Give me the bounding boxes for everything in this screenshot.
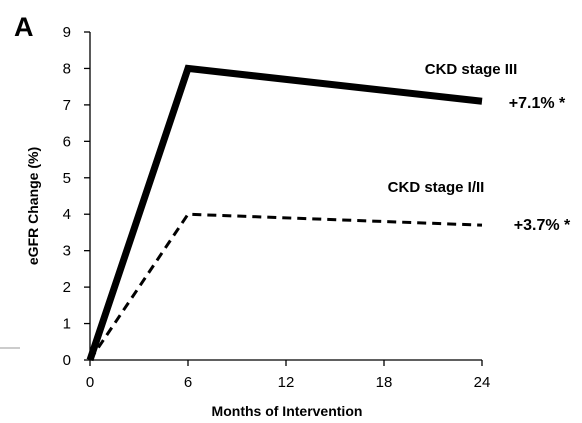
- y-tick-label: 2: [63, 279, 71, 296]
- series-line: [86, 64, 483, 362]
- y-tick-label: 3: [63, 243, 71, 260]
- x-axis-title: Months of Intervention: [212, 403, 363, 419]
- x-tick-label: 6: [184, 374, 192, 391]
- series-line: [88, 212, 483, 361]
- series-label: CKD stage III: [425, 61, 518, 78]
- x-tick-label: 12: [278, 374, 295, 391]
- y-axis-title: eGFR Change (%): [25, 147, 41, 265]
- y-tick-label: 0: [63, 352, 71, 369]
- y-tick-label: 9: [63, 24, 71, 41]
- y-tick-label: 1: [63, 316, 71, 333]
- y-tick-label: 7: [63, 97, 71, 114]
- y-tick-label: 5: [63, 170, 71, 187]
- y-tick-label: 8: [63, 60, 71, 77]
- series-layer: CKD stage III +7.1% * CKD stage I/II +3.7% …: [86, 61, 571, 362]
- series-end-annotation: +7.1% *: [509, 95, 566, 112]
- y-axis: 0 1 2 3 4 5 6 7 8 9: [63, 24, 91, 369]
- y-tick-label: 6: [63, 133, 71, 150]
- x-axis: 0 6 12 18 24: [86, 359, 491, 391]
- series-end-annotation: +3.7% *: [514, 217, 571, 234]
- panel-label: A: [14, 12, 34, 42]
- x-tick-label: 18: [376, 374, 393, 391]
- x-tick-label: 0: [86, 374, 94, 391]
- y-tick-label: 4: [63, 206, 71, 223]
- x-tick-label: 24: [474, 374, 491, 391]
- series-label: CKD stage I/II: [388, 179, 485, 196]
